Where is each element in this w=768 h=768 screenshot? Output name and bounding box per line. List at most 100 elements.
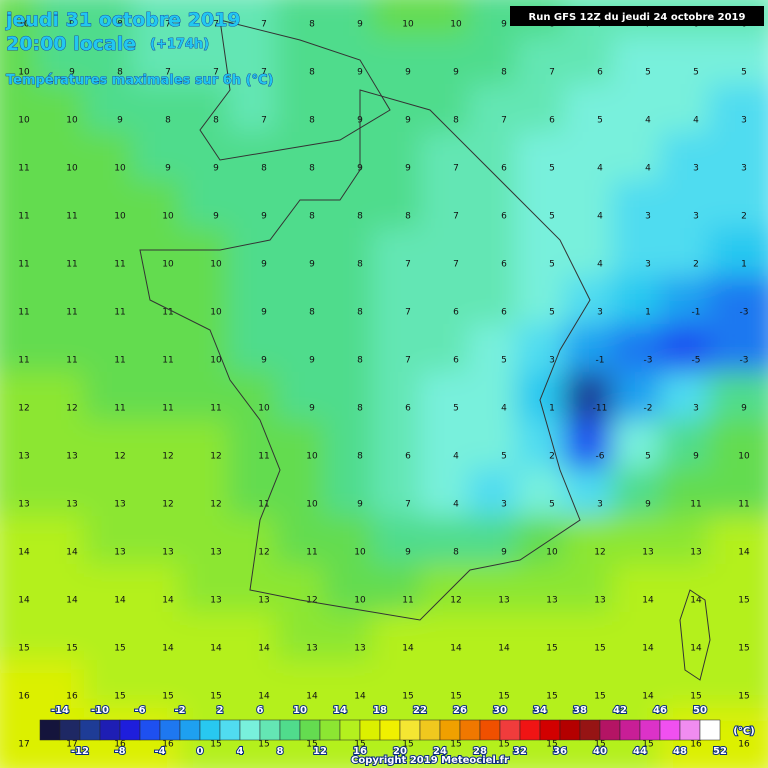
temperature-value: 10 bbox=[210, 356, 222, 366]
temperature-value: 13 bbox=[18, 452, 29, 462]
temperature-value: 4 bbox=[453, 452, 459, 462]
legend-swatch bbox=[459, 719, 481, 741]
temperature-value: 13 bbox=[642, 548, 653, 558]
legend-swatch bbox=[319, 719, 341, 741]
temperature-value: 11 bbox=[18, 260, 29, 270]
run-label: Run GFS 12Z du jeudi 24 octobre 2019 bbox=[529, 12, 746, 23]
legend-swatch bbox=[639, 719, 661, 741]
legend-label: 38 bbox=[573, 705, 587, 716]
temperature-value: 9 bbox=[405, 548, 411, 558]
legend-label: 30 bbox=[493, 705, 507, 716]
temperature-value: 10 bbox=[354, 596, 366, 606]
temperature-value: 8 bbox=[309, 20, 315, 30]
temperature-value: 14 bbox=[450, 644, 462, 654]
temperature-value: 15 bbox=[546, 740, 557, 750]
temperature-value: 8 bbox=[357, 404, 363, 414]
temperature-value: 4 bbox=[597, 260, 603, 270]
temperature-value: 10 bbox=[18, 68, 30, 78]
temperature-value: 16 bbox=[66, 692, 78, 702]
legend-label: -4 bbox=[154, 746, 165, 757]
temperature-value: 5 bbox=[549, 164, 555, 174]
temperature-value: 9 bbox=[213, 164, 219, 174]
temperature-value: 8 bbox=[357, 356, 363, 366]
temperature-value: 5 bbox=[501, 452, 507, 462]
legend-swatch bbox=[99, 719, 121, 741]
temperature-value: 11 bbox=[258, 452, 269, 462]
temperature-value: 8 bbox=[117, 20, 123, 30]
temperature-value: 9 bbox=[165, 164, 171, 174]
temperature-value: -5 bbox=[692, 356, 701, 366]
temperature-value: 15 bbox=[498, 740, 509, 750]
temperature-value: 5 bbox=[645, 452, 651, 462]
legend-label: 16 bbox=[353, 746, 367, 757]
temperature-value: 10 bbox=[258, 404, 270, 414]
temperature-value: 8 bbox=[309, 116, 315, 126]
temperature-value: 9 bbox=[453, 68, 459, 78]
legend-label: 26 bbox=[453, 705, 467, 716]
temperature-value: 9 bbox=[357, 20, 363, 30]
temperature-value: 5 bbox=[693, 68, 699, 78]
temperature-value: 12 bbox=[18, 404, 29, 414]
temperature-value: 5 bbox=[597, 116, 603, 126]
temperature-value: 7 bbox=[453, 260, 459, 270]
temperature-value: 7 bbox=[453, 164, 459, 174]
legend-swatch bbox=[699, 719, 721, 741]
legend-label: 6 bbox=[257, 705, 264, 716]
temperature-value: 14 bbox=[258, 644, 270, 654]
temperature-value: 7 bbox=[405, 260, 411, 270]
legend-label: 48 bbox=[673, 746, 687, 757]
temperature-value: 11 bbox=[66, 308, 77, 318]
temperature-value: 15 bbox=[306, 740, 317, 750]
temperature-value: 9 bbox=[405, 164, 411, 174]
temperature-value: 7 bbox=[165, 20, 171, 30]
temperature-value: 16 bbox=[18, 692, 30, 702]
temperature-value: 13 bbox=[18, 500, 29, 510]
temperature-value: 12 bbox=[162, 500, 173, 510]
temperature-value: 10 bbox=[306, 500, 318, 510]
legend-swatch bbox=[119, 719, 141, 741]
temperature-value: 8 bbox=[309, 212, 315, 222]
legend-label: 44 bbox=[633, 746, 647, 757]
temperature-value: 3 bbox=[549, 356, 555, 366]
temperature-value: 9 bbox=[501, 548, 507, 558]
temperature-value: 8 bbox=[501, 68, 507, 78]
temperature-value: 13 bbox=[690, 548, 701, 558]
temperature-value: 11 bbox=[162, 356, 173, 366]
temperature-value: 9 bbox=[261, 212, 267, 222]
temperature-value: 8 bbox=[165, 116, 171, 126]
temperature-value: -3 bbox=[740, 356, 749, 366]
temperature-value: 14 bbox=[354, 692, 366, 702]
temperature-value: 13 bbox=[114, 548, 125, 558]
legend-swatch bbox=[399, 719, 421, 741]
temperature-value: 13 bbox=[210, 596, 221, 606]
temperature-value: 12 bbox=[594, 548, 605, 558]
temperature-value: 10 bbox=[210, 260, 222, 270]
temperature-value: 8 bbox=[453, 116, 459, 126]
temperature-value: 8 bbox=[357, 308, 363, 318]
temperature-value: 11 bbox=[66, 260, 77, 270]
legend-label: 2 bbox=[217, 705, 224, 716]
temperature-value: 5 bbox=[549, 500, 555, 510]
temperature-value: 17 bbox=[66, 740, 77, 750]
temperature-value: 6 bbox=[501, 164, 507, 174]
temperature-value: 11 bbox=[114, 356, 125, 366]
temperature-value: 12 bbox=[210, 500, 221, 510]
legend-label: 28 bbox=[473, 746, 487, 757]
temperature-value: 14 bbox=[642, 596, 654, 606]
legend-swatch bbox=[479, 719, 501, 741]
temperature-value: 15 bbox=[546, 692, 557, 702]
temperature-value: 8 bbox=[213, 116, 219, 126]
temperature-value: 9 bbox=[69, 68, 75, 78]
legend-label: -2 bbox=[174, 705, 185, 716]
temperature-value: 6 bbox=[549, 116, 555, 126]
temperature-value: 4 bbox=[501, 404, 507, 414]
coastline bbox=[139, 89, 591, 621]
temperature-value: 15 bbox=[354, 740, 365, 750]
temperature-value: 15 bbox=[546, 644, 557, 654]
legend-label: 42 bbox=[613, 705, 627, 716]
temperature-value: 15 bbox=[642, 740, 653, 750]
temperature-value: 14 bbox=[66, 596, 78, 606]
legend-label: 34 bbox=[533, 705, 547, 716]
legend-swatch bbox=[519, 719, 541, 741]
